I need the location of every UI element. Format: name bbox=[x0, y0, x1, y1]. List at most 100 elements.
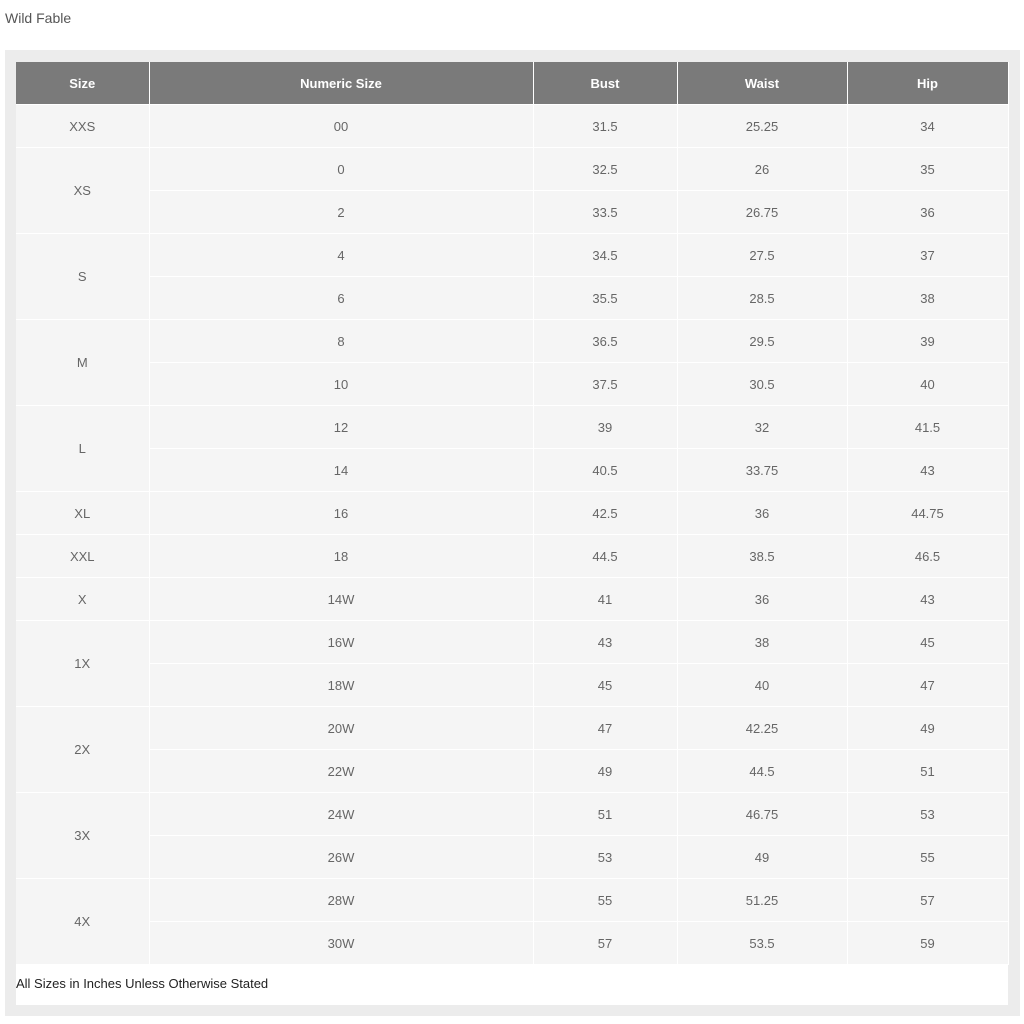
table-cell: 38.5 bbox=[676, 534, 848, 578]
table-cell: 36 bbox=[846, 190, 1009, 234]
size-cell: XS bbox=[16, 147, 150, 234]
table-cell: 32 bbox=[676, 405, 848, 449]
table-row: 1X 16W 43 38 45 bbox=[16, 620, 1009, 707]
table-cell: 4 bbox=[148, 233, 534, 277]
table-cell: 40.5 bbox=[532, 448, 678, 492]
table-cell: 36.5 bbox=[532, 319, 678, 363]
table-cell: 29.5 bbox=[676, 319, 848, 363]
table-row: 3X 24W 51 46.75 53 bbox=[16, 792, 1009, 879]
size-cell: XXL bbox=[16, 534, 150, 578]
table-cell: 26.75 bbox=[676, 190, 848, 234]
table-cell: 47 bbox=[846, 663, 1009, 707]
table-cell: 43 bbox=[846, 577, 1009, 621]
table-row: 2X 20W 47 42.25 49 bbox=[16, 706, 1009, 793]
units-note: All Sizes in Inches Unless Otherwise Sta… bbox=[16, 976, 269, 991]
table-row: 4X 28W 55 51.25 57 bbox=[16, 878, 1009, 965]
table-cell: 12 bbox=[148, 405, 534, 449]
table-row: 14 40.5 33.75 43 bbox=[16, 448, 1009, 492]
table-row: L 12 39 32 41.5 bbox=[16, 405, 1009, 492]
table-cell: 16W bbox=[148, 620, 534, 664]
table-cell: 45 bbox=[532, 663, 678, 707]
size-cell: S bbox=[16, 233, 150, 320]
table-cell: 46.75 bbox=[676, 792, 848, 836]
brand-title: Wild Fable bbox=[5, 10, 72, 26]
table-row: S 4 34.5 27.5 37 bbox=[16, 233, 1009, 320]
table-cell: 27.5 bbox=[676, 233, 848, 277]
size-cell: XL bbox=[16, 491, 150, 535]
size-cell: L bbox=[16, 405, 150, 492]
table-cell: 44.5 bbox=[676, 749, 848, 793]
table-cell: 14W bbox=[148, 577, 534, 621]
table-cell: 57 bbox=[846, 878, 1009, 922]
table-cell: 42.5 bbox=[532, 491, 678, 535]
table-cell: 37 bbox=[846, 233, 1009, 277]
table-cell: 47 bbox=[532, 706, 678, 750]
table-cell: 40 bbox=[676, 663, 848, 707]
table-header-row: Size Numeric Size Bust Waist Hip bbox=[16, 62, 1009, 105]
table-cell: 28W bbox=[148, 878, 534, 922]
table-cell: 44.5 bbox=[532, 534, 678, 578]
table-cell: 20W bbox=[148, 706, 534, 750]
table-cell: 28.5 bbox=[676, 276, 848, 320]
table-cell: 39 bbox=[532, 405, 678, 449]
table-cell: 30W bbox=[149, 921, 534, 965]
table-row: XXS 00 31.5 25.25 34 bbox=[16, 104, 1009, 148]
table-row: X 14W 41 36 43 bbox=[16, 577, 1009, 621]
column-header-hip: Hip bbox=[846, 62, 1009, 105]
table-row: 30W 57 53.5 59 bbox=[16, 921, 1009, 965]
table-cell: 2 bbox=[149, 190, 534, 234]
table-cell: 43 bbox=[532, 620, 678, 664]
table-cell: 46.5 bbox=[846, 534, 1009, 578]
table-cell: 8 bbox=[148, 319, 534, 363]
size-cell: XXS bbox=[16, 104, 150, 148]
size-cell: 1X bbox=[16, 620, 150, 707]
table-cell: 30.5 bbox=[676, 362, 848, 406]
table-cell: 14 bbox=[149, 448, 534, 492]
table-cell: 33.75 bbox=[676, 448, 848, 492]
table-row: XS 0 32.5 26 35 bbox=[16, 147, 1009, 234]
table-cell: 53 bbox=[846, 792, 1009, 836]
size-cell: X bbox=[16, 577, 150, 621]
size-cell: M bbox=[16, 319, 150, 406]
table-cell: 36 bbox=[676, 577, 848, 621]
table-cell: 49 bbox=[676, 835, 848, 879]
table-cell: 18 bbox=[148, 534, 534, 578]
table-cell: 53 bbox=[532, 835, 678, 879]
table-cell: 55 bbox=[846, 835, 1009, 879]
table-cell: 10 bbox=[149, 362, 534, 406]
column-header-size: Size bbox=[16, 62, 150, 105]
table-cell: 22W bbox=[149, 749, 534, 793]
table-row: 18W 45 40 47 bbox=[16, 663, 1009, 707]
table-cell: 51 bbox=[846, 749, 1009, 793]
table-cell: 24W bbox=[148, 792, 534, 836]
table-row: M 8 36.5 29.5 39 bbox=[16, 319, 1009, 406]
table-cell: 16 bbox=[148, 491, 534, 535]
table-row: XXL 18 44.5 38.5 46.5 bbox=[16, 534, 1009, 578]
table-cell: 33.5 bbox=[532, 190, 678, 234]
table-cell: 34 bbox=[846, 104, 1009, 148]
table-cell: 18W bbox=[149, 663, 534, 707]
table-cell: 51.25 bbox=[676, 878, 848, 922]
table-cell: 45 bbox=[846, 620, 1009, 664]
column-header-numeric-size: Numeric Size bbox=[148, 62, 534, 105]
table-cell: 51 bbox=[532, 792, 678, 836]
size-cell: 2X bbox=[16, 706, 150, 793]
table-cell: 35 bbox=[846, 147, 1009, 191]
column-header-bust: Bust bbox=[532, 62, 678, 105]
size-chart-panel: Size Numeric Size Bust Waist Hip XXS 00 31.5 25… bbox=[16, 62, 1009, 1005]
table-cell: 41.5 bbox=[846, 405, 1009, 449]
table-cell: 57 bbox=[532, 921, 678, 965]
table-row: 22W 49 44.5 51 bbox=[16, 749, 1009, 793]
table-cell: 53.5 bbox=[676, 921, 848, 965]
table-cell: 38 bbox=[846, 276, 1009, 320]
table-cell: 37.5 bbox=[532, 362, 678, 406]
column-header-waist: Waist bbox=[676, 62, 848, 105]
size-cell: 3X bbox=[16, 792, 150, 879]
table-row: XL 16 42.5 36 44.75 bbox=[16, 491, 1009, 535]
table-cell: 6 bbox=[149, 276, 534, 320]
table-cell: 44.75 bbox=[846, 491, 1009, 535]
table-cell: 35.5 bbox=[532, 276, 678, 320]
table-cell: 36 bbox=[676, 491, 848, 535]
table-row: 10 37.5 30.5 40 bbox=[16, 362, 1009, 406]
table-cell: 59 bbox=[846, 921, 1009, 965]
